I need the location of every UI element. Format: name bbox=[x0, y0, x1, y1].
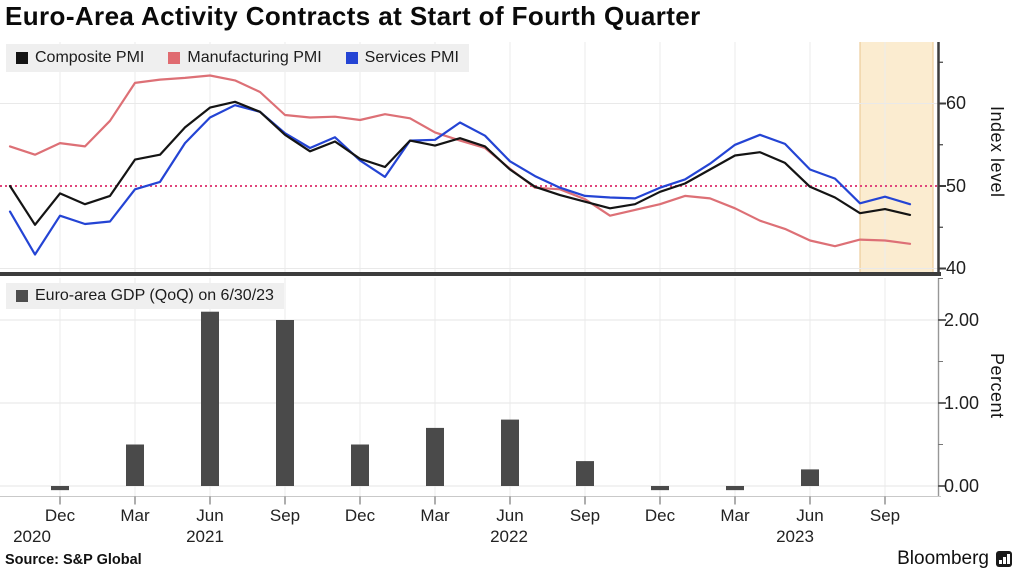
x-tick-label: Sep bbox=[569, 506, 601, 525]
bottom-chart-legend: Euro-area GDP (QoQ) on 6/30/23 bbox=[6, 283, 284, 309]
gdp-bar-Q4-2022 bbox=[651, 486, 669, 491]
series-services-pmi bbox=[8, 104, 912, 256]
ytick-2.00: 2.00 bbox=[944, 310, 980, 330]
x-tick-label: Dec bbox=[644, 506, 676, 525]
x-tick-label: Mar bbox=[720, 506, 750, 525]
x-tick-label: Jun bbox=[796, 506, 824, 525]
series-composite-pmi bbox=[8, 100, 912, 226]
bottom-y-axis-title: Percent bbox=[987, 353, 1007, 419]
legend-label: Manufacturing PMI bbox=[187, 49, 322, 66]
ytick-60: 60 bbox=[946, 93, 967, 113]
x-tick-label: Sep bbox=[269, 506, 301, 525]
bloomberg-wordmark: Bloomberg bbox=[897, 548, 989, 569]
gdp-bar-Q2-2022 bbox=[501, 419, 519, 486]
highlight-region bbox=[860, 42, 933, 272]
x-year-label: 2023 bbox=[776, 527, 814, 546]
x-tick-label: Sep bbox=[869, 506, 901, 525]
legend-item-composite: Composite PMI bbox=[16, 49, 144, 67]
x-tick-label: Dec bbox=[44, 506, 76, 525]
gdp-swatch-icon bbox=[16, 290, 28, 302]
x-tick-label: Jun bbox=[496, 506, 524, 525]
gdp-bar-Q1-2021 bbox=[126, 444, 144, 486]
top-chart-legend: Composite PMI Manufacturing PMI Services… bbox=[6, 44, 469, 72]
top-y-axis-title: Index level bbox=[987, 106, 1007, 198]
x-tick-label: Dec bbox=[344, 506, 376, 525]
ytick-1.00: 1.00 bbox=[944, 393, 980, 413]
x-tick-label: Jun bbox=[196, 506, 224, 525]
ytick-0.00: 0.00 bbox=[944, 476, 980, 496]
gdp-bar-Q1-2022 bbox=[426, 427, 444, 486]
gdp-bar-Q4-2021 bbox=[351, 444, 369, 486]
gdp-bar-Q2-2021 bbox=[201, 311, 219, 486]
x-year-label: 2020 bbox=[13, 527, 51, 546]
bloomberg-bar-chart-icon bbox=[996, 551, 1012, 567]
bloomberg-brand: Bloomberg bbox=[897, 548, 1012, 570]
gdp-bar-Q4-2020 bbox=[51, 486, 69, 491]
x-tick-label: Mar bbox=[120, 506, 150, 525]
panel-divider bbox=[0, 272, 941, 276]
legend-item-services: Services PMI bbox=[345, 49, 459, 67]
x-year-label: 2021 bbox=[186, 527, 224, 546]
ytick-40: 40 bbox=[946, 258, 967, 278]
gdp-bar-Q3-2022 bbox=[576, 461, 594, 486]
series-manufacturing-pmi bbox=[8, 74, 912, 248]
services-swatch-icon bbox=[345, 52, 358, 64]
legend-label: Services PMI bbox=[364, 49, 459, 66]
manufacturing-swatch-icon bbox=[168, 52, 181, 64]
x-year-label: 2022 bbox=[490, 527, 528, 546]
gdp-bar-Q2-2023 bbox=[801, 469, 819, 486]
legend-item-manufacturing: Manufacturing PMI bbox=[168, 49, 322, 67]
composite-swatch-icon bbox=[16, 52, 28, 64]
gdp-bar-Q3-2021 bbox=[276, 320, 294, 486]
gdp-bar-Q1-2023 bbox=[726, 486, 744, 491]
source-note: Source: S&P Global bbox=[5, 552, 142, 568]
legend-item-gdp: Euro-area GDP (QoQ) on 6/30/23 bbox=[16, 287, 274, 305]
legend-label: Composite PMI bbox=[35, 49, 145, 66]
legend-label: Euro-area GDP (QoQ) on 6/30/23 bbox=[35, 287, 274, 304]
ytick-50: 50 bbox=[946, 176, 967, 196]
page-title: Euro-Area Activity Contracts at Start of… bbox=[5, 1, 701, 31]
x-tick-label: Mar bbox=[420, 506, 450, 525]
